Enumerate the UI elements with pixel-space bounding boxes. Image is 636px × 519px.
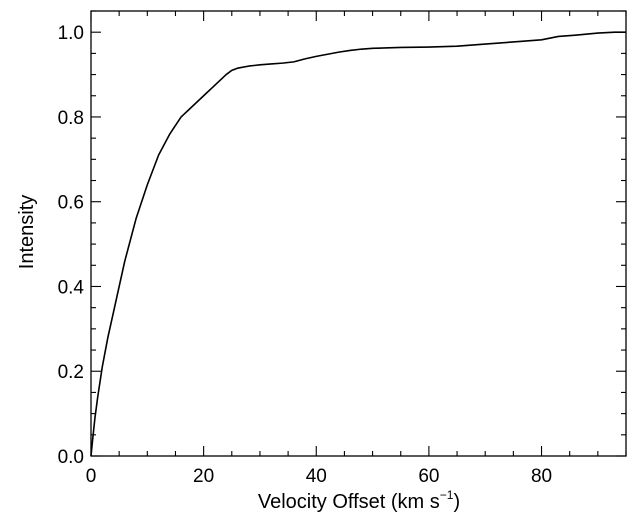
tick-labels: 0 20 40 60 80 0.0 0.2 0.4 0.6 0.8 1.0	[58, 23, 553, 487]
series-lines	[90, 31, 626, 457]
x-tick-label: 60	[418, 466, 439, 487]
y-axis-title: Intensity	[16, 195, 38, 269]
x-axis-title-sup: −1	[440, 488, 454, 502]
x-axis-title-tail: )	[453, 491, 460, 513]
y-tick-label: 1.0	[58, 23, 84, 44]
x-tick-label: 0	[86, 466, 97, 487]
y-tick-label: 0.4	[58, 277, 85, 298]
y-tick-label: 0.0	[58, 447, 84, 468]
plot-frame	[90, 10, 627, 457]
y-tick-label: 0.8	[58, 108, 84, 129]
x-tick-label: 80	[531, 466, 552, 487]
x-tick-label: 20	[193, 466, 214, 487]
axis-ticks	[90, 10, 627, 457]
x-axis-title-main: Velocity Offset (km s	[258, 491, 440, 513]
intensity-series-line	[90, 31, 626, 457]
x-axis-title: Velocity Offset (km s−1)	[258, 488, 460, 513]
plot-area	[90, 10, 627, 457]
x-tick-label: 40	[306, 466, 327, 487]
y-tick-label: 0.2	[58, 362, 84, 383]
y-tick-label: 0.6	[58, 193, 84, 214]
